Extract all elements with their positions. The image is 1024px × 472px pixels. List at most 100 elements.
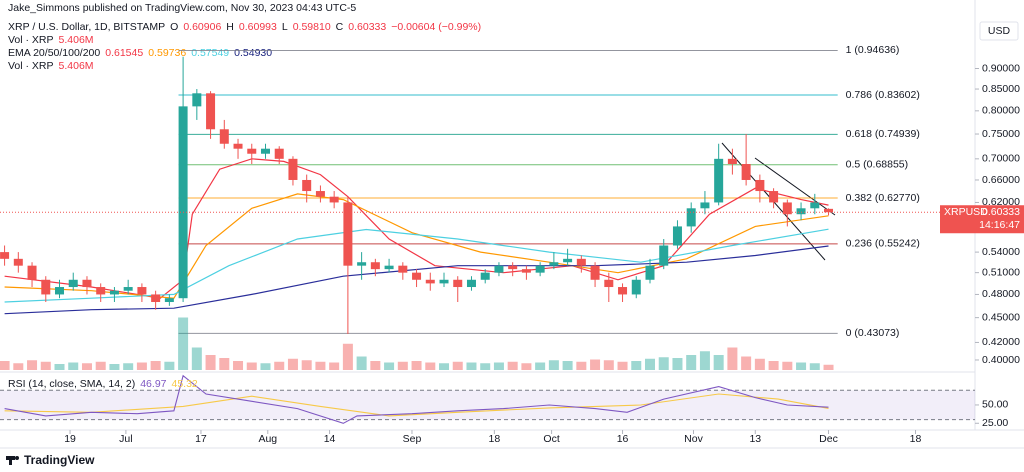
candle-body xyxy=(164,298,174,303)
fib-label: 1 (0.94636) xyxy=(846,44,900,56)
legend-item: 5.406M xyxy=(59,34,94,46)
rsi-legend-item: 46.97 xyxy=(140,378,166,390)
volume-bar xyxy=(782,361,793,370)
candle-body xyxy=(384,265,394,270)
x-tick-label: 14 xyxy=(324,433,336,445)
candle-body xyxy=(412,272,422,280)
candle-body xyxy=(480,272,490,280)
y-tick-label: 0.90000 xyxy=(982,62,1020,74)
volume-bar xyxy=(246,362,257,370)
candle-body xyxy=(0,252,10,259)
volume-bar xyxy=(205,355,216,370)
candle-body xyxy=(192,93,202,107)
x-tick-label: 18 xyxy=(910,433,922,445)
volume-bar xyxy=(727,347,738,370)
volume-bar xyxy=(809,363,820,370)
rsi-ma-line xyxy=(4,393,829,417)
volume-bar xyxy=(219,358,230,370)
candle-body xyxy=(741,164,751,180)
x-tick-label: 18 xyxy=(489,433,501,445)
fib-label: 0.382 (0.62770) xyxy=(846,192,920,204)
x-tick-label: Oct xyxy=(543,433,559,445)
legend-row: Vol · XRP 5.406M xyxy=(8,60,94,72)
candle-body xyxy=(55,287,65,295)
candle-body xyxy=(206,93,216,130)
volume-bar xyxy=(590,359,601,370)
legend-item: 0.54930 xyxy=(234,47,272,59)
volume-bar xyxy=(521,363,532,370)
volume-bar xyxy=(260,363,271,370)
rsi-legend-item: RSI (14, close, SMA, 14, 2) xyxy=(8,378,135,390)
rsi-tick-label: 50.00 xyxy=(982,399,1008,411)
y-tick-label: 0.70000 xyxy=(982,153,1020,165)
volume-bar xyxy=(233,361,244,370)
volume-bar xyxy=(384,362,395,370)
candle-body xyxy=(824,208,834,213)
candle-body xyxy=(686,208,696,227)
volume-bar xyxy=(301,360,312,370)
candle-body xyxy=(302,179,312,192)
y-tick-label: 0.40000 xyxy=(982,354,1020,366)
fib-label: 0.786 (0.83602) xyxy=(846,89,920,101)
candle-body xyxy=(137,287,147,295)
legend-item: Vol · XRP xyxy=(8,34,54,46)
legend-item: 0.59736 xyxy=(148,47,186,59)
volume-bar xyxy=(40,361,51,370)
candle-body xyxy=(672,226,682,246)
volume-bar xyxy=(699,351,710,370)
volume-bar xyxy=(631,361,642,370)
candle-body xyxy=(576,258,586,266)
candle-body xyxy=(590,265,600,280)
candle-body xyxy=(700,202,710,209)
y-tick-label: 0.48000 xyxy=(982,288,1020,300)
y-tick-label: 0.66000 xyxy=(982,174,1020,186)
candle-body xyxy=(329,196,339,203)
volume-bar xyxy=(425,362,436,370)
x-tick-label: 16 xyxy=(617,433,629,445)
volume-bar xyxy=(713,355,724,370)
volume-bar xyxy=(342,343,353,370)
volume-bar xyxy=(741,356,752,370)
candle-body xyxy=(27,265,37,280)
volume-bar xyxy=(274,361,285,370)
legend-item: 0.57549 xyxy=(191,47,229,59)
last-price-box xyxy=(940,205,1024,234)
currency[interactable]: USD xyxy=(988,25,1011,37)
volume-bar xyxy=(411,361,422,370)
candle-body xyxy=(357,262,367,266)
candle-body xyxy=(604,279,614,288)
legend-item: C xyxy=(336,21,344,33)
volume-bar xyxy=(603,360,614,370)
x-tick-label: Nov xyxy=(684,433,703,445)
legend-row: Vol · XRP 5.406M xyxy=(8,34,94,46)
candle-body xyxy=(233,143,243,149)
candle-body xyxy=(494,265,504,273)
volume-bar xyxy=(370,361,381,370)
legend-item: 5.406M xyxy=(59,60,94,72)
candle-body xyxy=(549,262,559,266)
legend-row: EMA 20/50/100/200 0.61545 0.59736 0.57549 0.… xyxy=(8,47,272,59)
candle-body xyxy=(659,245,669,266)
candle-body xyxy=(769,191,779,203)
currency-box[interactable] xyxy=(979,21,1019,41)
volume-bar xyxy=(507,361,518,370)
x-tick-label: Jul xyxy=(119,433,132,445)
y-tick-label: 0.85000 xyxy=(982,83,1020,95)
volume-bar xyxy=(54,364,65,370)
legend-row: XRP / U.S. Dollar, 1D, BITSTAMP O 0.60906 H… xyxy=(8,21,481,33)
candle-body xyxy=(453,279,463,288)
candle-body xyxy=(796,208,806,215)
candle-body xyxy=(13,258,23,266)
legend-item: 0.60993 xyxy=(239,21,277,33)
volume-bar xyxy=(768,361,779,370)
legend-item: O xyxy=(170,21,178,33)
candle-body xyxy=(178,106,188,299)
candle-body xyxy=(535,265,545,273)
candle-body xyxy=(247,148,257,154)
last-price-label: 0.60333 xyxy=(982,206,1020,218)
candle-body xyxy=(343,202,353,266)
volume-bar xyxy=(397,361,408,370)
logo xyxy=(6,456,19,465)
candle-body xyxy=(96,287,106,295)
